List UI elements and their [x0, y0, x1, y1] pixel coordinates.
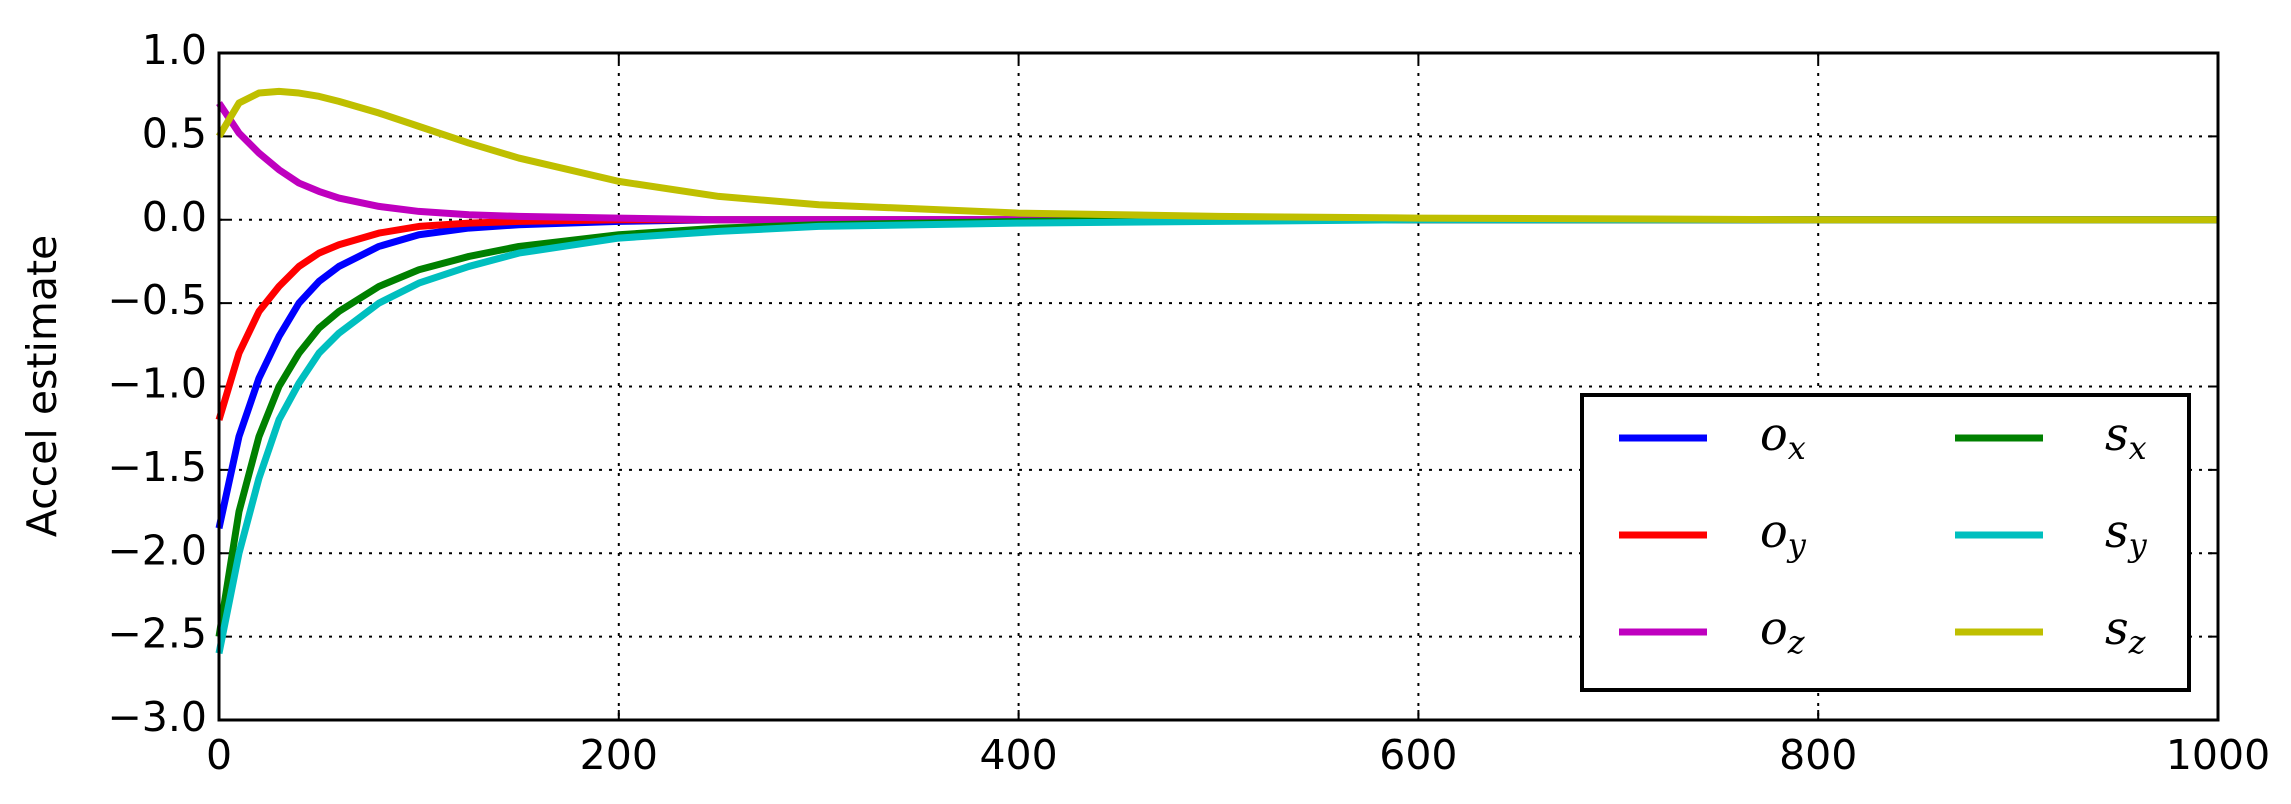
- legend-label: ox: [1760, 407, 1806, 467]
- y-tick-label: −3.0: [107, 693, 207, 741]
- y-tick-label: 0.0: [142, 193, 207, 241]
- y-axis-label: Accel estimate: [18, 235, 66, 537]
- series-line: [215, 87, 2218, 224]
- y-tick-label: −2.5: [107, 610, 207, 658]
- y-tick-label: −1.5: [107, 443, 207, 491]
- x-tick-label: 400: [979, 731, 1057, 779]
- x-tick-label: 200: [580, 731, 658, 779]
- legend-box: [1580, 393, 2191, 692]
- x-tick-label: 800: [1779, 731, 1857, 779]
- x-tick-label: 600: [1379, 731, 1457, 779]
- y-tick-label: −2.0: [107, 526, 207, 574]
- series-line: [215, 216, 2218, 654]
- y-tick-label: 1.0: [142, 26, 207, 74]
- x-tick-label: 1000: [2166, 731, 2270, 779]
- legend-label: oy: [1760, 504, 1807, 564]
- legend-label: oz: [1760, 601, 1806, 661]
- legend-label: sy: [2105, 504, 2148, 564]
- y-tick-label: −1.0: [107, 360, 207, 408]
- plot-frame: [217, 51, 2220, 722]
- legend-label: sx: [2105, 407, 2147, 467]
- x-tick-label: 0: [206, 731, 232, 779]
- y-tick-label: 0.5: [142, 109, 207, 157]
- legend-label: sz: [2105, 601, 2147, 661]
- legend: ox oy oz sx sy sz: [1580, 393, 2191, 692]
- y-tick-label: −0.5: [107, 276, 207, 324]
